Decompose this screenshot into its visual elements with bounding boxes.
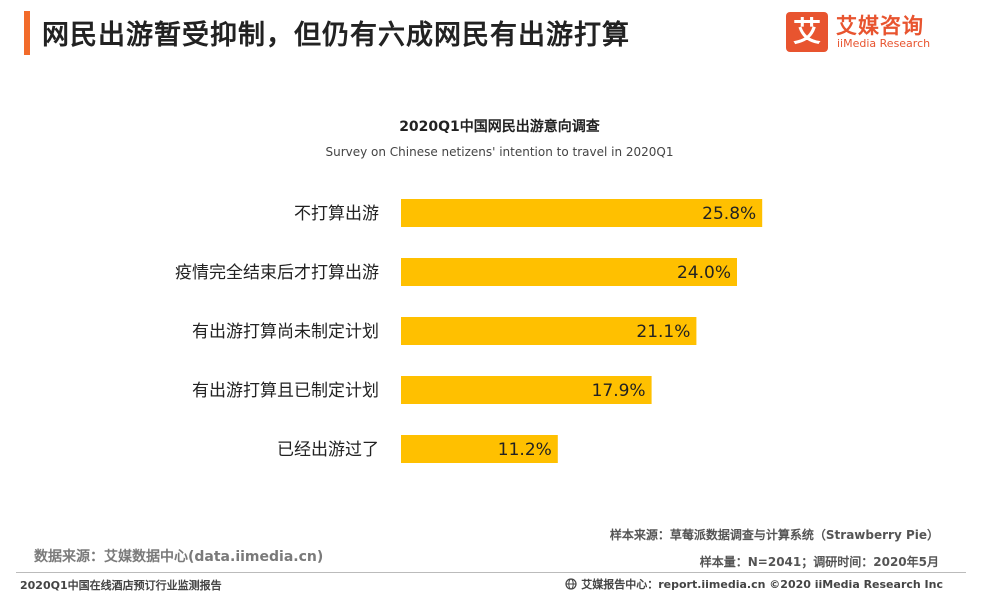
chart-subtitle: Survey on Chinese netizens' intention to… — [325, 145, 674, 159]
logo-name-en: iiMedia Research — [837, 37, 931, 50]
chart-title: 2020Q1中国网民出游意向调查 — [399, 119, 600, 135]
report-name: 2020Q1中国在线酒店预订行业监测报告 — [20, 579, 222, 592]
bar-2 — [401, 258, 737, 286]
data-source: 数据来源：艾媒数据中心(data.iimedia.cn) — [34, 549, 324, 565]
logo-name-cn: 艾媒咨询 — [836, 14, 924, 38]
category-label: 疫情完全结束后才打算出游 — [175, 263, 379, 283]
bar-4 — [401, 376, 652, 404]
footer-divider — [16, 572, 966, 573]
page-title: 网民出游暂受抑制，但仍有六成网民有出游打算 — [42, 20, 630, 51]
sample-size: 样本量：N=2041；调研时间：2020年5月 — [699, 555, 939, 569]
title-accent-bar — [24, 11, 30, 55]
category-label: 已经出游过了 — [277, 440, 379, 460]
category-label: 不打算出游 — [294, 204, 379, 224]
bar-chart: 不打算出游 25.8% 疫情完全结束后才打算出游 24.0% 有出游打算尚未制定计划 21… — [175, 199, 763, 463]
category-label: 有出游打算且已制定计划 — [192, 381, 379, 401]
value-label: 24.0% — [677, 263, 731, 283]
bar-5 — [401, 435, 558, 463]
value-label: 11.2% — [498, 440, 552, 460]
iimedia-logo: 艾 艾媒咨询 iiMedia Research — [786, 10, 956, 54]
copyright-block: 艾媒报告中心：report.iimedia.cn ©2020 iiMedia R… — [565, 576, 943, 592]
bar-1 — [401, 199, 763, 227]
value-label: 25.8% — [702, 204, 756, 224]
bar-3 — [401, 317, 697, 345]
logo-mark: 艾 — [786, 12, 828, 52]
sample-source: 样本来源：草莓派数据调查与计算系统（Strawberry Pie） — [609, 528, 939, 542]
value-label: 17.9% — [592, 381, 646, 401]
copyright-text: 艾媒报告中心：report.iimedia.cn ©2020 iiMedia R… — [581, 578, 943, 591]
category-label: 有出游打算尚未制定计划 — [192, 322, 379, 342]
value-label: 21.1% — [636, 322, 690, 342]
globe-icon — [565, 578, 577, 590]
